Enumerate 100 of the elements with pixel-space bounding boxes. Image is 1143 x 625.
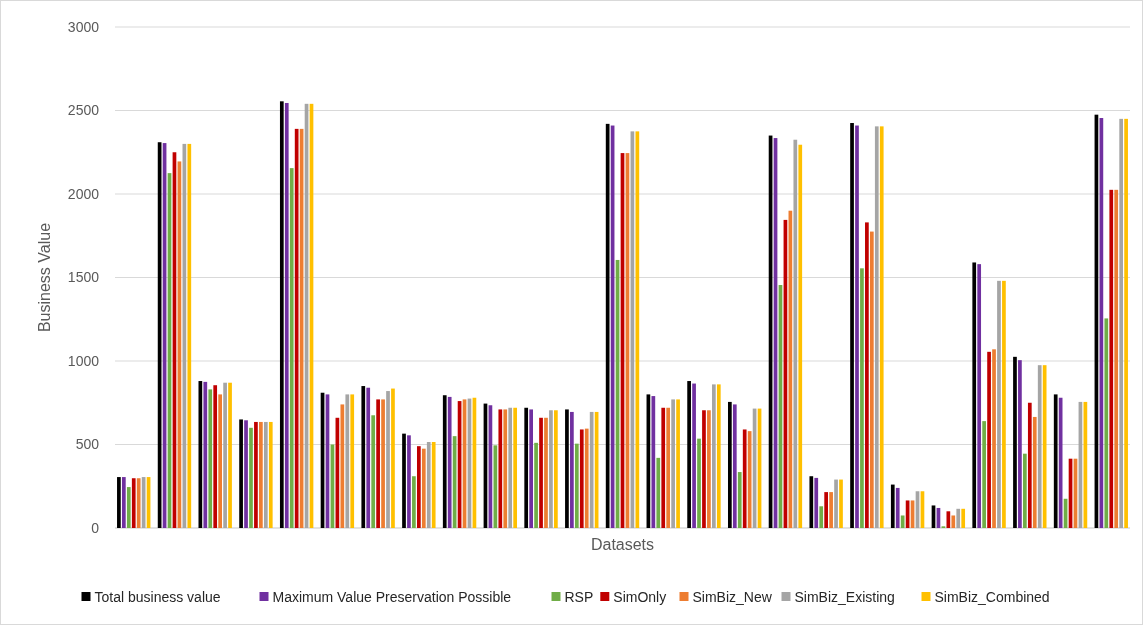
bar <box>829 492 833 528</box>
bar <box>992 349 996 528</box>
bar <box>416 446 421 528</box>
bar <box>798 144 803 528</box>
bar <box>187 143 192 528</box>
bar <box>1119 118 1124 528</box>
y-tick-label: 2000 <box>67 185 100 202</box>
bar <box>707 410 711 528</box>
bar <box>539 417 543 528</box>
bar <box>498 409 503 528</box>
bar <box>350 394 355 528</box>
bar <box>361 386 366 528</box>
bar <box>865 222 869 528</box>
bar <box>712 384 716 528</box>
bar <box>366 387 371 528</box>
legend-label: Total business value <box>94 588 221 605</box>
bar <box>136 478 141 528</box>
bar <box>213 385 218 528</box>
bar <box>824 492 829 528</box>
bar <box>386 391 390 528</box>
bar <box>692 383 696 528</box>
bar <box>574 443 579 528</box>
bar <box>565 409 569 528</box>
bar <box>259 421 263 528</box>
x-axis-title: Datasets <box>590 536 655 553</box>
legend-label: Maximum Value Preservation Possible <box>272 588 512 605</box>
legend-label: SimBiz_Combined <box>934 588 1050 605</box>
bar <box>223 382 227 528</box>
bar <box>1013 356 1017 528</box>
y-tick-label: 1500 <box>67 269 100 286</box>
bar <box>131 478 136 528</box>
bar <box>1023 453 1027 528</box>
bar <box>426 442 431 528</box>
bar <box>534 442 538 528</box>
bar <box>819 506 824 528</box>
bar <box>544 417 548 528</box>
y-tick-label: 2500 <box>67 102 100 119</box>
bar <box>198 381 203 528</box>
bar <box>850 123 854 528</box>
bar <box>890 484 895 528</box>
bar <box>371 415 376 528</box>
bar <box>697 438 701 528</box>
bar <box>218 394 222 528</box>
bar <box>1124 118 1128 528</box>
bar <box>391 388 395 528</box>
bar <box>244 420 248 528</box>
bar <box>376 399 380 528</box>
bar <box>407 435 411 528</box>
bar <box>742 429 747 528</box>
bar <box>687 381 691 528</box>
bar <box>982 421 986 528</box>
bar <box>447 396 452 528</box>
bar <box>1032 416 1037 528</box>
bar <box>860 268 864 528</box>
bar <box>249 427 253 528</box>
bar <box>442 395 447 528</box>
bar <box>117 477 121 528</box>
bar <box>1053 394 1058 528</box>
bar <box>666 407 671 528</box>
bar <box>589 411 594 528</box>
bar <box>431 442 436 528</box>
bar <box>381 399 385 528</box>
bar <box>702 410 706 528</box>
bar <box>879 126 884 528</box>
y-tick-label: 500 <box>75 436 100 453</box>
bar <box>737 472 742 528</box>
bar <box>203 381 208 528</box>
y-tick-label: 1000 <box>67 352 100 369</box>
bar <box>635 131 640 528</box>
legend-label: SimBiz_New <box>692 588 773 605</box>
bar <box>121 477 126 528</box>
bar <box>671 399 675 528</box>
bar <box>727 401 732 528</box>
bar <box>656 457 661 528</box>
y-axis-title: Business Value <box>36 222 53 333</box>
bar <box>126 487 131 528</box>
bar <box>268 421 273 528</box>
bar <box>279 101 284 528</box>
bar <box>1018 360 1022 528</box>
bar <box>529 409 533 528</box>
bar <box>900 515 905 528</box>
bar <box>855 125 859 528</box>
bar <box>1027 402 1032 528</box>
y-tick-label: 3000 <box>67 18 100 35</box>
bar <box>289 168 294 528</box>
bar <box>584 428 589 528</box>
bar <box>956 508 961 528</box>
bar <box>987 351 991 528</box>
bar <box>294 128 299 528</box>
bar <box>809 476 814 528</box>
bar <box>874 126 879 528</box>
bar <box>284 102 289 528</box>
bar <box>524 407 529 528</box>
bar <box>716 384 721 528</box>
bar <box>570 411 574 528</box>
bar <box>1109 189 1114 528</box>
bar <box>661 407 666 528</box>
bar <box>972 262 977 528</box>
legend-label: RSP <box>564 588 594 605</box>
bar <box>651 396 656 528</box>
